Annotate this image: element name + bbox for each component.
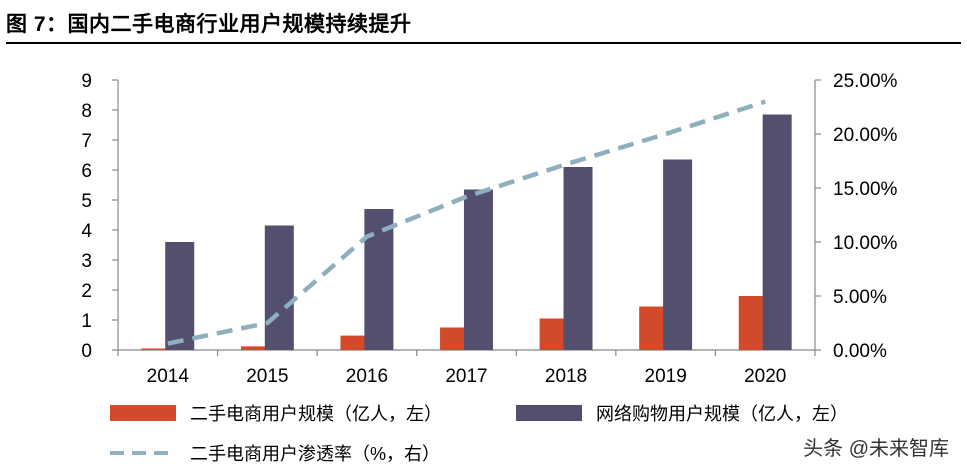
y-left-tick-label: 2	[81, 281, 92, 302]
x-tick-label: 2019	[645, 366, 687, 387]
y-right-tick-label: 5.00%	[833, 287, 887, 308]
watermark: 头条 @未来智库	[803, 438, 949, 460]
y-left-tick-label: 7	[81, 131, 92, 152]
y-right-tick-label: 10.00%	[833, 233, 898, 254]
legend-label-penetration: 二手电商用户渗透率（%，右）	[190, 444, 441, 464]
x-tick-label: 2017	[445, 366, 487, 387]
x-tick-label: 2015	[246, 366, 288, 387]
y-left-tick-label: 3	[81, 251, 92, 272]
bar-online-users	[463, 189, 493, 350]
y-left-tick-label: 0	[81, 341, 92, 362]
bar-online-users	[762, 114, 792, 350]
y-left-tick-label: 4	[81, 221, 92, 242]
bar-used-users	[440, 327, 470, 350]
title-divider	[6, 42, 961, 44]
bar-online-users	[165, 242, 195, 350]
legend-swatch-online-users	[516, 405, 582, 421]
x-tick-label: 2020	[744, 366, 786, 387]
chart-title: 图 7：国内二手电商行业用户规模持续提升	[6, 13, 412, 36]
y-right-tick-label: 20.00%	[833, 125, 898, 146]
bar-used-users	[340, 335, 370, 350]
legend-item-online-users: 网络购物用户规模（亿人，左）	[516, 400, 848, 426]
y-left-tick-label: 6	[81, 161, 92, 182]
bar-online-users	[663, 159, 693, 350]
y-right-tick-label: 25.00%	[833, 71, 898, 92]
x-tick-label: 2018	[545, 366, 587, 387]
legend-item-used-users: 二手电商用户规模（亿人，左）	[110, 400, 442, 426]
legend-swatch-used-users	[110, 405, 176, 421]
legend-label-used-users: 二手电商用户规模（亿人，左）	[190, 404, 442, 424]
legend-swatch-penetration	[110, 451, 176, 455]
bar-online-users	[364, 209, 394, 350]
y-left-tick-label: 8	[81, 101, 92, 122]
x-tick-label: 2016	[346, 366, 388, 387]
bar-online-users	[264, 225, 294, 350]
legend-item-penetration: 二手电商用户渗透率（%，右）	[110, 440, 440, 466]
x-tick-label: 2014	[147, 366, 190, 387]
y-right-tick-label: 0.00%	[833, 341, 887, 362]
y-left-tick-label: 1	[81, 311, 92, 332]
y-left-tick-label: 5	[81, 191, 92, 212]
bar-used-users	[240, 346, 270, 350]
y-left-tick-label: 9	[81, 71, 92, 92]
bar-used-users	[141, 348, 171, 350]
legend-label-online-users: 网络购物用户规模（亿人，左）	[596, 404, 848, 424]
line-penetration	[167, 99, 766, 346]
bar-online-users	[563, 167, 593, 350]
y-right-tick-label: 15.00%	[833, 179, 898, 200]
